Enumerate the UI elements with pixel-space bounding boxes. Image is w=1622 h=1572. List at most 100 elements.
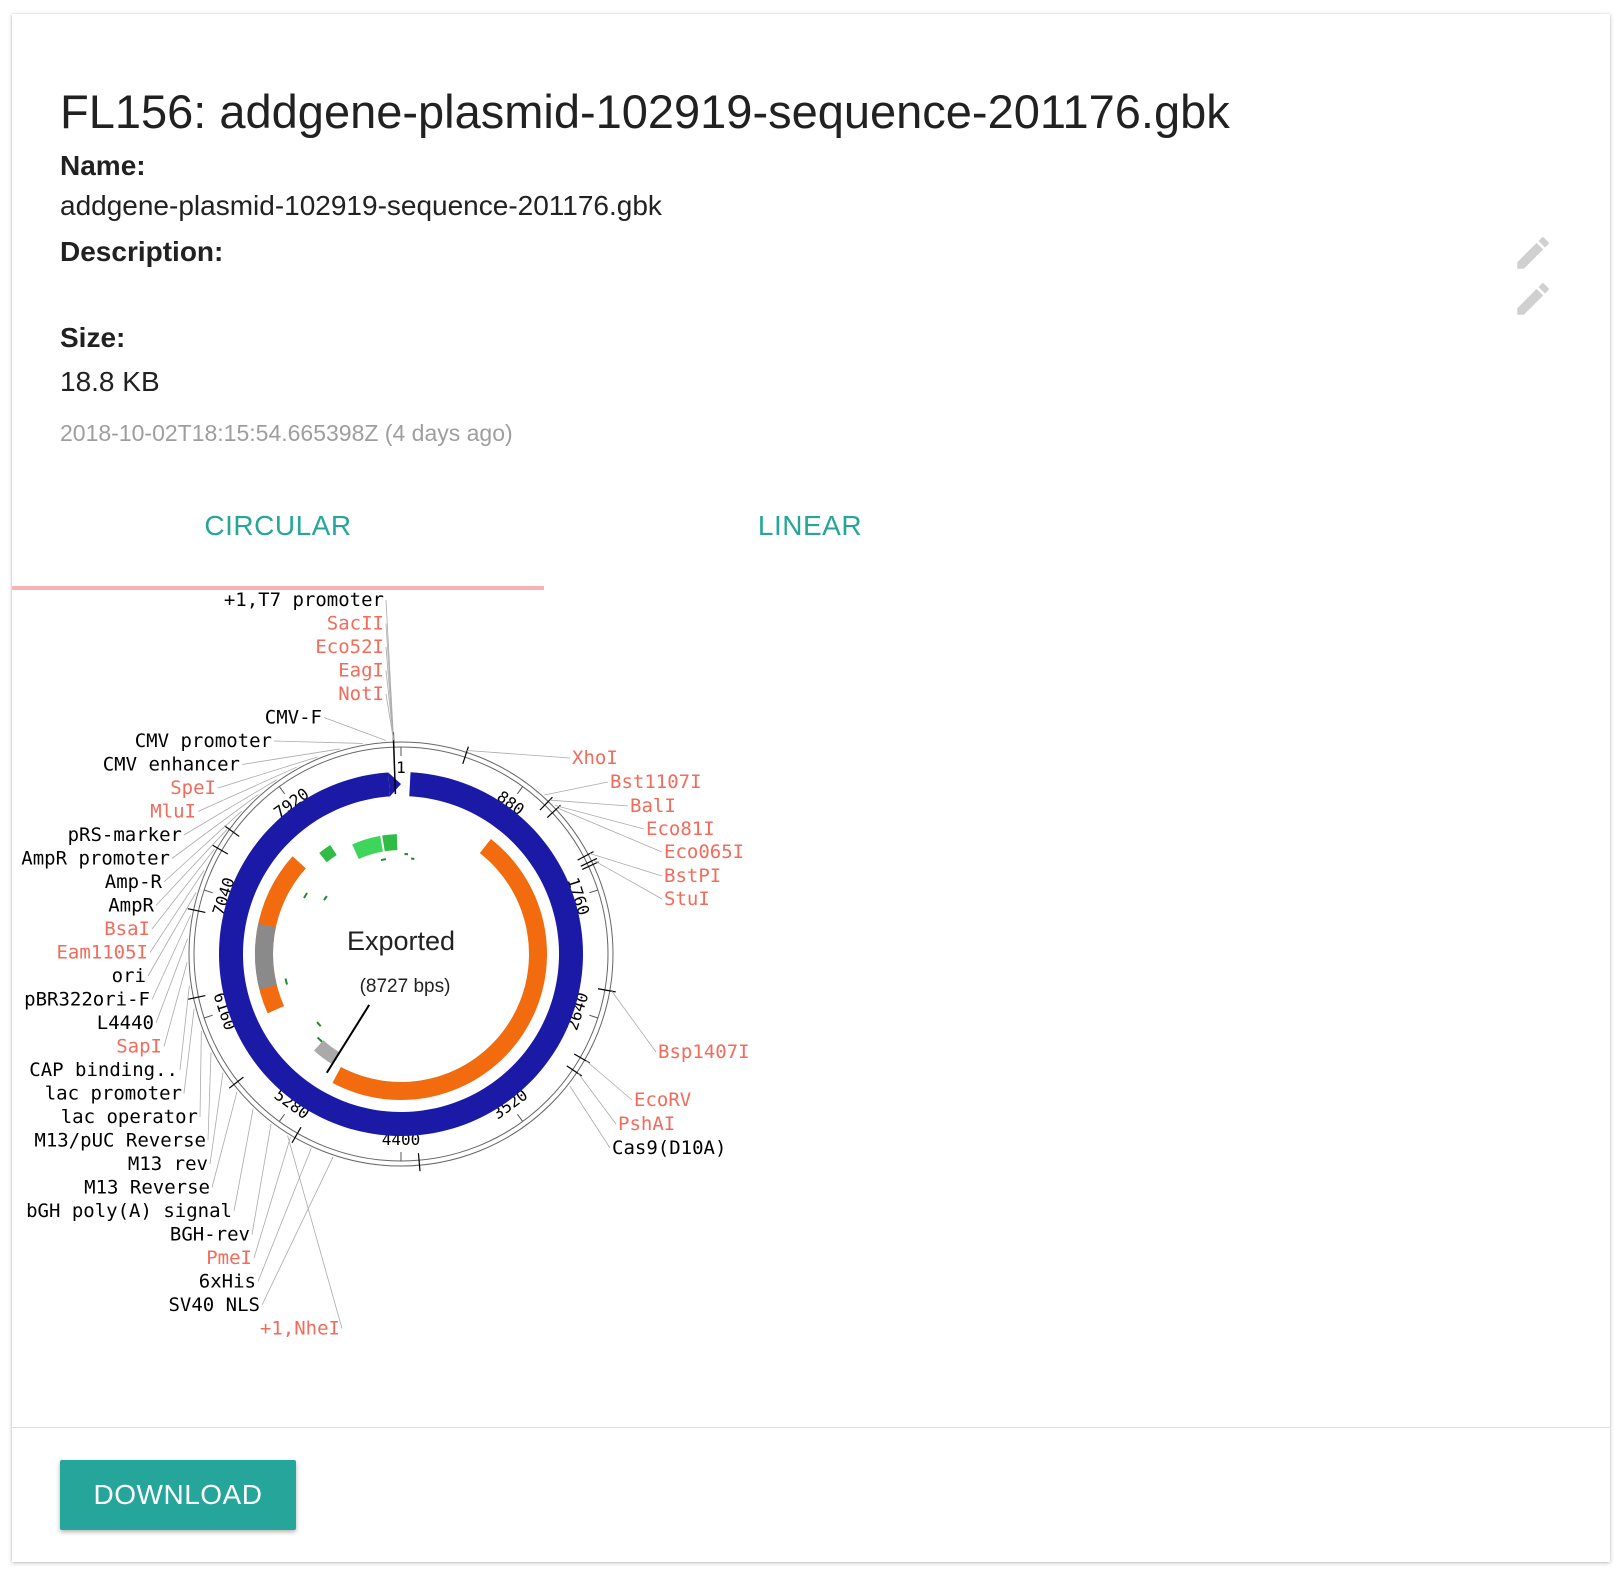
plasmid-name: Exported xyxy=(347,926,455,956)
leader-line xyxy=(183,1008,195,1094)
tick-mark xyxy=(516,1113,524,1122)
map-label-right: BalI xyxy=(630,795,676,817)
leader-line xyxy=(251,1123,272,1235)
map-label-left: M13/pUC Reverse xyxy=(34,1130,206,1152)
ori-feature xyxy=(255,923,277,990)
leader-line xyxy=(253,1137,291,1259)
map-label-left: AmpR promoter xyxy=(21,848,170,870)
map-label-right: Cas9(D10A) xyxy=(612,1137,726,1159)
map-label-left: EagI xyxy=(338,660,384,682)
map-label-left: SacII xyxy=(327,613,384,635)
map-label-left: lac promoter xyxy=(45,1083,182,1105)
leader-line xyxy=(557,807,663,853)
leader-line xyxy=(549,799,629,807)
leader-line xyxy=(261,1156,334,1306)
primer-feature xyxy=(316,1036,323,1043)
map-label-left: +1,T7 promoter xyxy=(224,592,384,611)
map-label-right: XhoI xyxy=(572,747,618,769)
ampr-promoter-feature xyxy=(319,844,337,863)
cut-site xyxy=(187,908,206,914)
leader-line xyxy=(155,829,228,906)
cut-site xyxy=(546,804,561,819)
leader-line xyxy=(544,781,609,796)
origin-marker xyxy=(392,732,397,795)
leader-line xyxy=(147,892,197,977)
map-label-right: Bsp1407I xyxy=(658,1041,750,1063)
map-label-left: ori xyxy=(112,965,146,987)
pencil-icon xyxy=(1517,237,1549,269)
map-label-left: M13 Reverse xyxy=(84,1177,210,1199)
map-label-right: Eco065I xyxy=(664,841,744,863)
tab-linear[interactable]: LINEAR xyxy=(757,510,863,541)
leader-line xyxy=(211,1091,238,1188)
map-label-left: PmeI xyxy=(206,1247,252,1269)
timestamp: 2018-10-02T18:15:54.665398Z (4 days ago) xyxy=(60,420,513,446)
map-label-left: SapI xyxy=(116,1036,162,1058)
map-label-left: CMV-F xyxy=(265,707,322,729)
primer-feature xyxy=(316,1021,322,1027)
leader-line xyxy=(611,990,657,1053)
map-label-left: CMV enhancer xyxy=(103,754,240,776)
leader-line xyxy=(171,794,259,859)
divider xyxy=(12,1427,1610,1428)
leader-line xyxy=(578,1073,617,1125)
leader-line xyxy=(385,693,394,741)
name-value: addgene-plasmid-102919-sequence-201176.g… xyxy=(60,190,662,221)
plasmid-map: 1 880 1760 2640 3520 4400 5280 6160 7040 7920 Expo… xyxy=(12,589,812,1372)
leader-line xyxy=(183,779,277,836)
map-label-left: SV40 NLS xyxy=(168,1294,260,1316)
cmv-promoter-feature xyxy=(382,834,398,852)
tick-mark xyxy=(203,1014,213,1019)
leader-line xyxy=(241,748,340,765)
cmv-enhancer-feature xyxy=(352,835,383,859)
file-detail-card: FL156: addgene-plasmid-102919-sequence-2… xyxy=(12,14,1610,1562)
cut-site xyxy=(224,825,240,837)
cut-site xyxy=(228,1076,244,1089)
outer-ring xyxy=(188,741,614,1167)
leader-line xyxy=(151,849,215,930)
map-label-left: M13 rev xyxy=(128,1153,208,1175)
cut-site xyxy=(580,857,598,867)
tab-circular[interactable]: CIRCULAR xyxy=(204,510,352,541)
primer-feature xyxy=(380,858,387,862)
leader-line xyxy=(217,756,318,789)
map-label-left: Amp-R xyxy=(105,871,163,893)
cut-site xyxy=(417,1153,421,1172)
edit-name-button[interactable] xyxy=(1512,232,1554,274)
leader-line xyxy=(163,962,188,1047)
cas9-feature xyxy=(332,838,547,1100)
map-label-left: CAP binding.. xyxy=(29,1059,178,1081)
map-label-left: BsaI xyxy=(104,918,150,940)
leader-line xyxy=(593,859,663,900)
leader-line xyxy=(323,717,387,741)
leader-line xyxy=(207,1052,212,1141)
map-label-left: Eco52I xyxy=(315,636,384,658)
leader-line xyxy=(287,1135,343,1329)
leader-line xyxy=(385,646,394,741)
leader-line xyxy=(589,853,663,877)
tick-mark xyxy=(278,1113,286,1122)
map-label-left: L4440 xyxy=(97,1012,154,1034)
plasmid-length: (8727 bps) xyxy=(360,976,451,997)
plasmid-map-svg: 188017602640352044005280616070407920Expo… xyxy=(21,589,750,1340)
map-label-left: CMV promoter xyxy=(135,730,272,752)
leader-line xyxy=(385,670,394,741)
primer-feature xyxy=(303,892,308,899)
description-label: Description: xyxy=(60,236,224,267)
tick-label: 1 xyxy=(396,758,406,777)
download-button[interactable]: DOWNLOAD xyxy=(60,1460,296,1530)
active-tab-indicator xyxy=(12,586,544,590)
map-label-left: BGH-rev xyxy=(170,1224,250,1246)
leader-line xyxy=(569,1085,611,1149)
map-label-left: Eam1105I xyxy=(56,942,148,964)
tick-mark xyxy=(203,889,213,894)
edit-description-button[interactable] xyxy=(1512,278,1554,320)
leader-line xyxy=(586,1060,633,1101)
leader-line xyxy=(199,1031,202,1118)
cut-site xyxy=(291,1126,302,1144)
leader-line xyxy=(179,985,190,1071)
map-label-left: lac operator xyxy=(61,1106,198,1128)
nhei-marker xyxy=(325,1004,371,1074)
leader-line xyxy=(554,804,645,830)
map-label-left: 6xHis xyxy=(199,1271,256,1293)
